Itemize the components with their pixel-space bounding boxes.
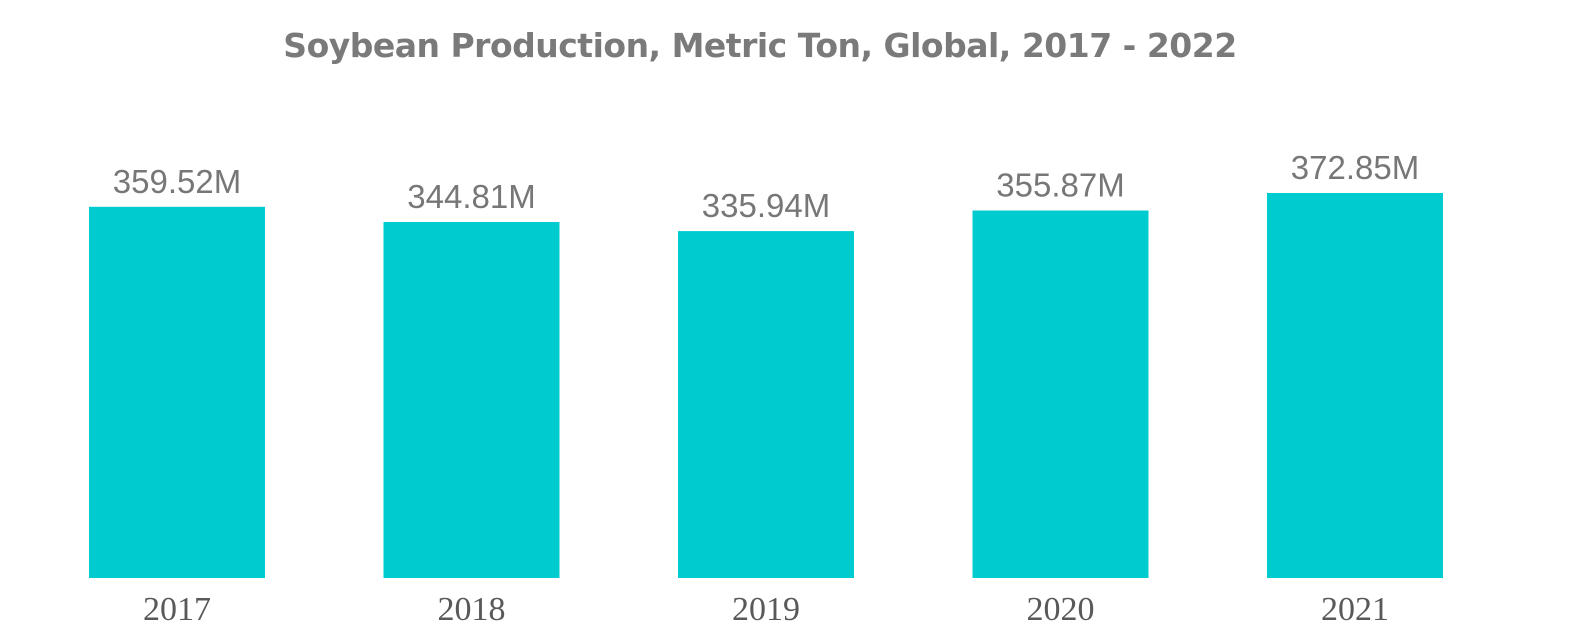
- value-labels-group: 359.52M 344.81M 335.94M 355.87M 372.85M: [113, 149, 1419, 224]
- data-label-2021: 372.85M: [1291, 149, 1419, 186]
- data-label-2020: 355.87M: [996, 167, 1124, 204]
- bar-2017: [89, 206, 265, 579]
- x-tick-labels-group: 2017 2018 2019 2020 2021: [143, 591, 1389, 628]
- x-tick-label-2018: 2018: [438, 591, 506, 628]
- bar-2020: [972, 210, 1149, 578]
- x-tick-label-2020: 2020: [1027, 591, 1095, 628]
- data-label-2019: 335.94M: [702, 187, 830, 224]
- x-tick-label-2019: 2019: [732, 591, 800, 628]
- chart-title: Soybean Production, Metric Ton, Global, …: [283, 26, 1237, 65]
- x-tick-label-2017: 2017: [143, 591, 211, 628]
- bar-2019: [678, 231, 854, 578]
- bars-group: [89, 193, 1443, 579]
- data-label-2017: 359.52M: [113, 163, 241, 200]
- bar-2018: [383, 222, 560, 578]
- x-tick-label-2021: 2021: [1321, 591, 1389, 628]
- bar-2021: [1267, 193, 1443, 578]
- data-label-2018: 344.81M: [407, 178, 535, 215]
